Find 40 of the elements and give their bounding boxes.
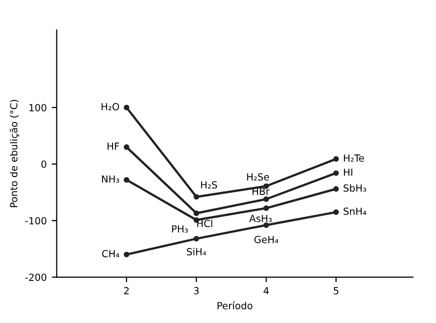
annotation: SbH₃	[344, 184, 366, 192]
point	[333, 186, 339, 192]
point	[333, 209, 339, 215]
annotation: AsH₃	[249, 214, 272, 222]
annotation: HF	[108, 142, 120, 150]
point	[263, 222, 269, 228]
annotation: H₂Se	[247, 173, 270, 181]
point	[263, 205, 269, 211]
annotation: H₂S	[201, 181, 218, 189]
point	[333, 170, 339, 176]
y-axis-title: Ponto de ebulição (°C)	[10, 100, 20, 208]
y-tick-label: -100	[25, 217, 46, 224]
x-tick-label: 2	[124, 287, 129, 294]
x-tick-label: 3	[194, 287, 199, 294]
annotation: HCl	[197, 220, 212, 228]
point	[263, 196, 269, 202]
point	[194, 236, 200, 242]
x-axis-title: Período	[218, 301, 252, 310]
annotation: HI	[344, 168, 352, 176]
annotation: H₂O	[102, 102, 120, 110]
point	[333, 156, 339, 162]
annotation: H₂Te	[344, 154, 364, 162]
annotation: SiH₄	[186, 248, 206, 256]
point	[124, 177, 130, 183]
x-tick-label: 4	[264, 287, 269, 294]
x-tick-label: 5	[334, 287, 338, 294]
annotation: CH₄	[102, 250, 120, 258]
annotation: NH₃	[102, 175, 120, 183]
point	[124, 104, 130, 110]
annotation: HBr	[252, 188, 270, 195]
annotation: GeH₄	[254, 236, 278, 244]
point	[124, 144, 130, 150]
y-tick-label: 100	[29, 104, 46, 112]
point	[194, 210, 200, 216]
annotation: SnH₄	[344, 208, 366, 215]
point	[124, 252, 130, 258]
y-tick-label: -200	[25, 274, 46, 281]
y-tick-label: 0	[41, 160, 46, 168]
point	[194, 194, 200, 200]
annotation: PH₃	[172, 225, 188, 233]
